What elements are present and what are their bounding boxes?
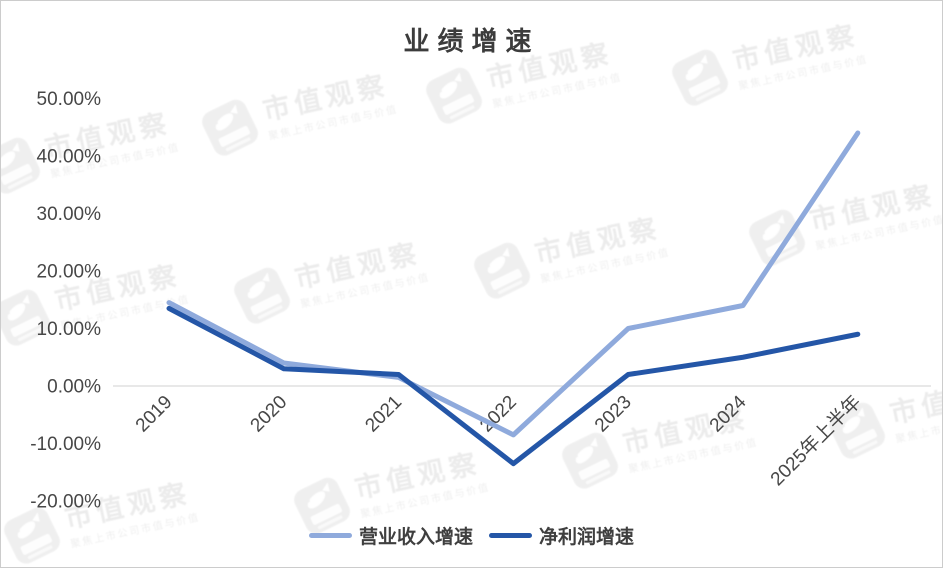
x-axis-tick-label: 2025年上半年 bbox=[766, 391, 865, 490]
y-axis-tick-label: 0.00% bbox=[47, 377, 101, 398]
x-axis-tick-label: 2021 bbox=[361, 392, 406, 437]
chart-legend: 营业收入增速 净利润增速 bbox=[1, 522, 942, 549]
y-axis-tick-label: 30.00% bbox=[37, 204, 102, 225]
legend-label-revenue: 营业收入增速 bbox=[358, 527, 473, 548]
series-line-1 bbox=[166, 305, 861, 467]
legend-label-net-profit: 净利润增速 bbox=[539, 527, 635, 548]
x-axis-tick-label: 2024 bbox=[706, 391, 751, 436]
y-axis-tick-label: 40.00% bbox=[37, 147, 102, 168]
legend-line-swatch-net-profit bbox=[489, 533, 532, 538]
legend-line-swatch-revenue bbox=[308, 533, 352, 538]
y-axis-tick-label: 10.00% bbox=[37, 319, 102, 340]
y-axis-tick-label: 50.00% bbox=[37, 89, 102, 110]
legend-item-revenue-growth: 营业收入增速 bbox=[308, 522, 473, 549]
y-axis-tick-label: -20.00% bbox=[30, 492, 101, 513]
series-line-0 bbox=[166, 130, 861, 438]
y-axis-tick-label: -10.00% bbox=[30, 434, 101, 455]
legend-item-net-profit-growth: 净利润增速 bbox=[489, 522, 634, 549]
x-axis-tick-label: 2020 bbox=[247, 392, 292, 437]
chart-title: 业绩增速 bbox=[403, 26, 540, 56]
x-axis-tick-label: 2019 bbox=[132, 392, 177, 437]
y-axis-tick-label: 20.00% bbox=[37, 262, 102, 283]
